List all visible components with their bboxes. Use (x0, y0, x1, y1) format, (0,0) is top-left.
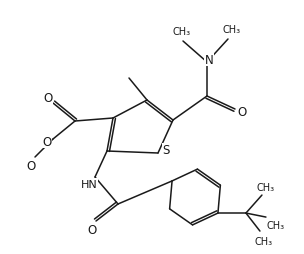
Text: O: O (43, 92, 53, 105)
Text: S: S (162, 144, 170, 157)
Text: O: O (87, 224, 97, 236)
Text: N: N (205, 53, 213, 66)
Text: CH₃: CH₃ (255, 236, 273, 246)
Text: O: O (26, 160, 36, 173)
Text: CH₃: CH₃ (223, 25, 241, 35)
Text: CH₃: CH₃ (267, 220, 285, 230)
Text: HN: HN (81, 179, 97, 189)
Text: CH₃: CH₃ (257, 182, 275, 192)
Text: CH₃: CH₃ (173, 27, 191, 37)
Text: O: O (42, 135, 52, 148)
Text: O: O (237, 105, 247, 118)
